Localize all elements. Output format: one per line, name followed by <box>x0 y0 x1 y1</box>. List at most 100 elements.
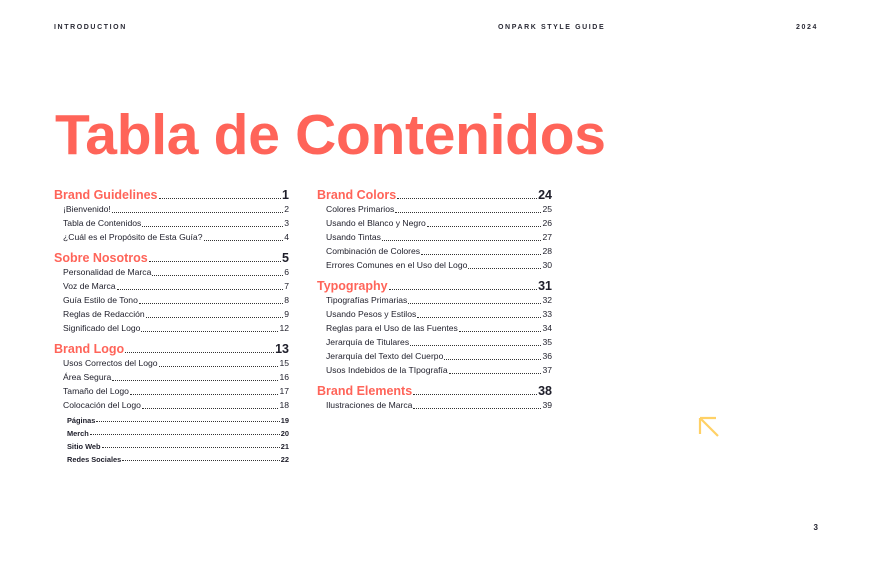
toc-item[interactable]: Tabla de Contenidos 3 <box>54 216 289 230</box>
header-doc-title: ONPARK STYLE GUIDE <box>498 24 606 31</box>
toc-entry-label: Reglas para el Uso de las Fuentes <box>326 323 458 333</box>
toc-item[interactable]: Colores Primarios 25 <box>317 202 552 216</box>
dotted-leader <box>421 254 542 255</box>
dotted-leader <box>141 408 279 409</box>
toc-item[interactable]: ¡Bienvenido! 2 <box>54 202 289 216</box>
arrow-up-left-icon <box>698 416 719 437</box>
dotted-leader <box>203 240 284 241</box>
toc-entry-label: Usando Pesos y Estilos <box>326 309 417 319</box>
toc-entry-page: 15 <box>279 358 289 368</box>
dotted-leader <box>413 394 538 395</box>
toc-entry-label: Combinación de Colores <box>326 246 421 256</box>
dotted-leader <box>112 380 279 381</box>
dotted-leader <box>141 331 279 332</box>
toc-section-heading[interactable]: Sobre Nosotros 5 <box>54 249 289 265</box>
toc-entry-label: Jerarquía del Texto del Cuerpo <box>326 351 444 361</box>
toc-item[interactable]: ¿Cuál es el Propósito de Esta Guía? 4 <box>54 230 289 244</box>
toc-item[interactable]: Guía Estilo de Tono 8 <box>54 293 289 307</box>
toc-item[interactable]: Colocación del Logo 18 <box>54 398 289 412</box>
toc-entry-page: 4 <box>284 232 289 242</box>
dotted-leader <box>417 317 542 318</box>
toc-section-heading[interactable]: Brand Logo 13 <box>54 340 289 356</box>
toc-section-heading[interactable]: Brand Elements 38 <box>317 382 552 398</box>
toc-entry-page: 31 <box>538 279 552 293</box>
toc-section-heading[interactable]: Typography 31 <box>317 277 552 293</box>
toc-entry-page: 38 <box>538 384 552 398</box>
toc-item[interactable]: Combinación de Colores 28 <box>317 244 552 258</box>
toc-item[interactable]: Personalidad de Marca 6 <box>54 265 289 279</box>
dotted-leader <box>158 366 279 367</box>
toc-item[interactable]: Jerarquía de Titulares 35 <box>317 335 552 349</box>
toc-item[interactable]: Área Segura 16 <box>54 370 289 384</box>
toc-entry-label: Usos Indebidos de la TIpografía <box>326 365 448 375</box>
dotted-leader <box>408 303 542 304</box>
toc-subitem[interactable]: Sitio Web 21 <box>54 438 289 451</box>
toc-entry-page: 33 <box>542 309 552 319</box>
toc-entry-label: Tabla de Contenidos <box>63 218 142 228</box>
page-number: 3 <box>813 523 818 532</box>
toc-entry-label: Tipografías Primarias <box>326 295 408 305</box>
dotted-leader <box>444 359 542 360</box>
toc-entry-page: 5 <box>282 251 289 265</box>
toc-entry-page: 24 <box>538 188 552 202</box>
toc-entry-label: Brand Elements <box>317 384 413 398</box>
toc-entry-page: 9 <box>284 309 289 319</box>
toc-entry-page: 32 <box>542 295 552 305</box>
dotted-leader <box>158 198 282 199</box>
toc-entry-label: Typography <box>317 279 388 293</box>
toc-entry-page: 2 <box>284 204 289 214</box>
toc-item[interactable]: Voz de Marca 7 <box>54 279 289 293</box>
toc-item[interactable]: Jerarquía del Texto del Cuerpo 36 <box>317 349 552 363</box>
toc-item[interactable]: Usando el Blanco y Negro 26 <box>317 216 552 230</box>
toc-entry-page: 30 <box>542 260 552 270</box>
toc-entry-page: 22 <box>280 455 289 464</box>
dotted-leader <box>145 317 284 318</box>
toc-entry-label: Brand Guidelines <box>54 188 158 202</box>
toc-section-heading[interactable]: Brand Guidelines 1 <box>54 186 289 202</box>
toc-item[interactable]: Tamaño del Logo 17 <box>54 384 289 398</box>
toc-section-heading[interactable]: Brand Colors 24 <box>317 186 552 202</box>
toc-item[interactable]: Ilustraciones de Marca 39 <box>317 398 552 412</box>
toc-item[interactable]: Reglas para el Uso de las Fuentes 34 <box>317 321 552 335</box>
toc-entry-label: Brand Colors <box>317 188 397 202</box>
dotted-leader <box>142 226 284 227</box>
toc-entry-label: Colocación del Logo <box>63 400 141 410</box>
dotted-leader <box>148 261 282 262</box>
dotted-leader <box>458 331 542 332</box>
toc-entry-label: Reglas de Redacción <box>63 309 145 319</box>
toc-subitem[interactable]: Redes Sociales 22 <box>54 451 289 464</box>
toc-item[interactable]: Reglas de Redacción 9 <box>54 307 289 321</box>
dotted-leader <box>138 303 284 304</box>
toc-item[interactable]: Significado del Logo 12 <box>54 321 289 335</box>
toc-entry-page: 35 <box>542 337 552 347</box>
toc-entry-label: Personalidad de Marca <box>63 267 152 277</box>
toc-subitem[interactable]: Merch 20 <box>54 425 289 438</box>
dotted-leader <box>448 373 542 374</box>
toc-entry-label: Usos Correctos del Logo <box>63 358 158 368</box>
toc-item[interactable]: Usos Indebidos de la TIpografía 37 <box>317 363 552 377</box>
dotted-leader <box>96 421 280 422</box>
dotted-leader <box>152 275 284 276</box>
toc-column-left: Brand Guidelines 1 ¡Bienvenido! 2 Tabla de C… <box>54 186 289 464</box>
dotted-leader <box>89 434 280 435</box>
header-year: 2024 <box>796 24 818 31</box>
toc-entry-label: Jerarquía de Titulares <box>326 337 410 347</box>
toc-entry-page: 16 <box>279 372 289 382</box>
toc-entry-label: Usando Tintas <box>326 232 381 242</box>
header-section: INTRODUCTION <box>54 24 127 31</box>
toc-entry-page: 20 <box>280 429 289 438</box>
dotted-leader <box>111 212 284 213</box>
toc-item[interactable]: Tipografías Primarias 32 <box>317 293 552 307</box>
toc-entry-label: Área Segura <box>63 372 112 382</box>
page-title: Tabla de Contenidos <box>55 103 606 167</box>
toc-item[interactable]: Usando Tintas 27 <box>317 230 552 244</box>
dotted-leader <box>410 345 542 346</box>
dotted-leader <box>125 352 275 353</box>
toc-item[interactable]: Usando Pesos y Estilos 33 <box>317 307 552 321</box>
toc-entry-label: Guía Estilo de Tono <box>63 295 138 305</box>
toc-entry-page: 19 <box>280 416 289 425</box>
toc-subitem[interactable]: Páginas 19 <box>54 412 289 425</box>
toc-item[interactable]: Usos Correctos del Logo 15 <box>54 356 289 370</box>
toc-entry-page: 37 <box>542 365 552 375</box>
toc-item[interactable]: Errores Comunes en el Uso del Logo 30 <box>317 258 552 272</box>
